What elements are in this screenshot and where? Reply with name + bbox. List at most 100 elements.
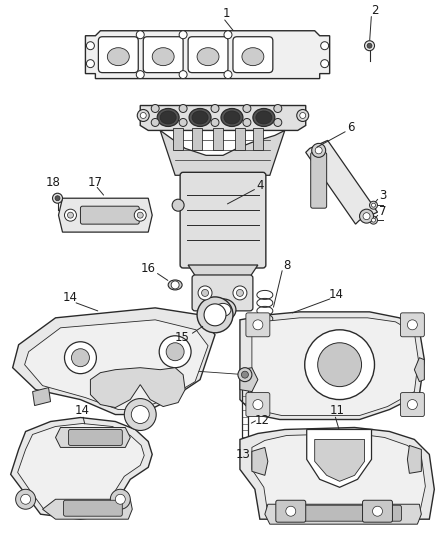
- Circle shape: [201, 289, 208, 296]
- Circle shape: [159, 336, 191, 368]
- Circle shape: [364, 41, 374, 51]
- Circle shape: [16, 489, 35, 509]
- FancyBboxPatch shape: [68, 430, 122, 446]
- Circle shape: [371, 218, 375, 222]
- Circle shape: [274, 118, 282, 126]
- FancyBboxPatch shape: [99, 37, 138, 72]
- Circle shape: [115, 494, 125, 504]
- Ellipse shape: [160, 111, 176, 124]
- Circle shape: [360, 209, 374, 223]
- Circle shape: [179, 71, 187, 78]
- Circle shape: [370, 216, 378, 224]
- Text: 18: 18: [46, 176, 61, 189]
- FancyBboxPatch shape: [363, 500, 392, 522]
- FancyBboxPatch shape: [192, 128, 202, 150]
- FancyBboxPatch shape: [253, 128, 263, 150]
- Circle shape: [172, 199, 184, 211]
- Text: 7: 7: [379, 205, 386, 217]
- Circle shape: [407, 320, 417, 330]
- Text: 14: 14: [329, 288, 344, 301]
- Circle shape: [243, 118, 251, 126]
- Circle shape: [137, 109, 149, 122]
- Polygon shape: [56, 427, 130, 447]
- Circle shape: [136, 31, 144, 39]
- Circle shape: [55, 196, 60, 201]
- Circle shape: [253, 400, 263, 409]
- Text: 16: 16: [141, 262, 156, 276]
- Circle shape: [151, 104, 159, 112]
- FancyBboxPatch shape: [213, 128, 223, 150]
- Circle shape: [64, 209, 77, 221]
- Circle shape: [372, 506, 382, 516]
- Circle shape: [321, 42, 328, 50]
- FancyBboxPatch shape: [143, 37, 183, 72]
- FancyBboxPatch shape: [173, 128, 183, 150]
- Ellipse shape: [152, 47, 174, 66]
- FancyBboxPatch shape: [278, 505, 401, 521]
- Circle shape: [197, 297, 233, 333]
- Circle shape: [286, 506, 296, 516]
- Polygon shape: [240, 427, 434, 519]
- Circle shape: [297, 109, 309, 122]
- Circle shape: [407, 400, 417, 409]
- Circle shape: [371, 203, 375, 207]
- Ellipse shape: [256, 111, 272, 124]
- Circle shape: [166, 343, 184, 361]
- Polygon shape: [85, 31, 330, 78]
- Ellipse shape: [215, 303, 231, 317]
- Polygon shape: [59, 198, 152, 232]
- Text: 14: 14: [63, 292, 78, 304]
- FancyBboxPatch shape: [188, 37, 228, 72]
- Ellipse shape: [168, 280, 182, 290]
- Circle shape: [367, 43, 372, 48]
- Polygon shape: [25, 320, 208, 409]
- Text: 17: 17: [88, 176, 103, 189]
- Circle shape: [137, 212, 143, 218]
- Polygon shape: [13, 308, 215, 415]
- Circle shape: [67, 212, 74, 218]
- Circle shape: [140, 112, 146, 118]
- Circle shape: [110, 489, 130, 509]
- FancyBboxPatch shape: [64, 500, 122, 516]
- Polygon shape: [32, 387, 50, 406]
- Circle shape: [274, 104, 282, 112]
- Polygon shape: [140, 106, 306, 131]
- Ellipse shape: [192, 111, 208, 124]
- Polygon shape: [252, 433, 425, 514]
- Text: 6: 6: [347, 121, 354, 134]
- Text: 4: 4: [256, 179, 264, 192]
- Text: 14: 14: [75, 404, 90, 417]
- Polygon shape: [240, 312, 424, 419]
- Circle shape: [86, 42, 95, 50]
- Circle shape: [237, 289, 244, 296]
- Circle shape: [21, 494, 31, 504]
- Ellipse shape: [210, 299, 236, 321]
- Ellipse shape: [221, 109, 243, 126]
- Circle shape: [179, 31, 187, 39]
- Polygon shape: [306, 140, 378, 224]
- Text: 8: 8: [283, 259, 290, 271]
- Circle shape: [53, 193, 63, 203]
- FancyBboxPatch shape: [233, 37, 273, 72]
- Circle shape: [253, 320, 263, 330]
- Circle shape: [300, 112, 306, 118]
- Polygon shape: [252, 447, 268, 475]
- Polygon shape: [160, 131, 285, 175]
- Circle shape: [204, 304, 226, 326]
- Circle shape: [131, 406, 149, 424]
- Circle shape: [86, 60, 95, 68]
- Circle shape: [224, 71, 232, 78]
- Circle shape: [243, 104, 251, 112]
- Text: 11: 11: [330, 404, 345, 417]
- Circle shape: [238, 368, 252, 382]
- Polygon shape: [240, 368, 258, 392]
- Ellipse shape: [253, 109, 275, 126]
- Ellipse shape: [242, 47, 264, 66]
- Polygon shape: [188, 265, 258, 295]
- Circle shape: [233, 286, 247, 300]
- Ellipse shape: [107, 47, 129, 66]
- Polygon shape: [252, 318, 418, 416]
- Circle shape: [370, 201, 378, 209]
- Polygon shape: [414, 358, 424, 382]
- FancyBboxPatch shape: [192, 275, 253, 311]
